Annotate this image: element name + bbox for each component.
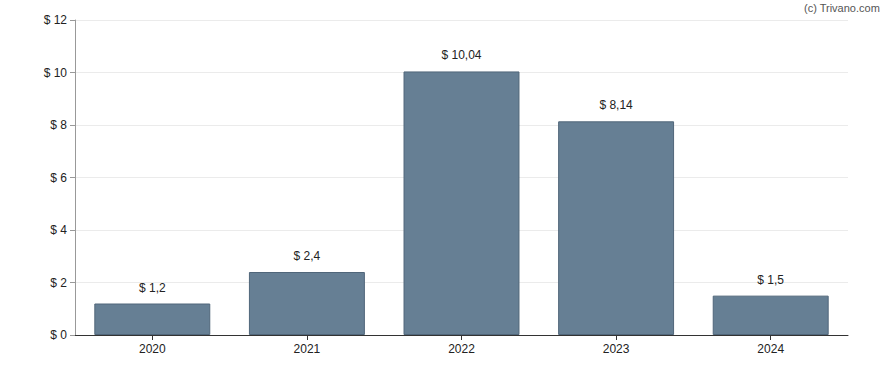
- svg-text:2024: 2024: [757, 342, 784, 356]
- svg-text:2021: 2021: [294, 342, 321, 356]
- svg-text:$ 6: $ 6: [50, 171, 67, 185]
- svg-text:$ 2: $ 2: [50, 276, 67, 290]
- svg-text:$ 4: $ 4: [50, 223, 67, 237]
- svg-text:$ 12: $ 12: [44, 13, 68, 27]
- svg-text:(c) Trivano.com: (c) Trivano.com: [804, 2, 880, 14]
- svg-text:$ 10,04: $ 10,04: [441, 48, 481, 62]
- svg-text:2020: 2020: [139, 342, 166, 356]
- svg-text:$ 8: $ 8: [50, 118, 67, 132]
- svg-text:2023: 2023: [603, 342, 630, 356]
- svg-text:$ 10: $ 10: [44, 66, 68, 80]
- svg-text:2022: 2022: [448, 342, 475, 356]
- svg-text:$ 1,5: $ 1,5: [757, 273, 784, 287]
- svg-text:$ 0: $ 0: [50, 328, 67, 342]
- svg-text:$ 1,2: $ 1,2: [139, 281, 166, 295]
- svg-text:$ 8,14: $ 8,14: [599, 98, 633, 112]
- svg-text:$ 2,4: $ 2,4: [294, 249, 321, 263]
